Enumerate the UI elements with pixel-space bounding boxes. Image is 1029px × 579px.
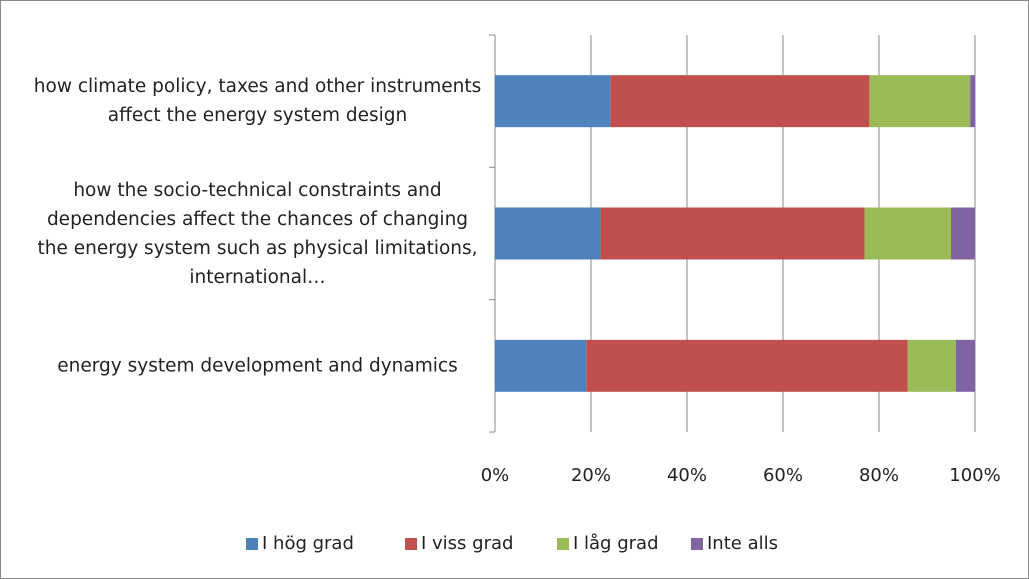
bar-segment <box>610 75 870 128</box>
bar-segment <box>495 207 601 260</box>
legend-swatch <box>405 538 417 550</box>
bar-segment <box>970 75 975 128</box>
y-tick-label: how climate policy, taxes and other inst… <box>33 76 482 127</box>
legend-swatch <box>246 538 258 550</box>
legend-swatch <box>557 538 569 550</box>
legend-label: I låg grad <box>573 533 659 554</box>
legend-label: I viss grad <box>421 533 513 554</box>
bar-segment <box>495 75 611 128</box>
bar-segment <box>864 207 951 260</box>
x-tick-label: 100% <box>949 465 1000 486</box>
legend-label: Inte alls <box>707 533 778 554</box>
bar-segment <box>600 207 865 260</box>
y-tick-label: energy system development and dynamics <box>57 355 458 377</box>
x-tick-label: 20% <box>571 465 611 486</box>
x-tick-label: 40% <box>667 465 707 486</box>
bar-segment <box>586 339 908 392</box>
x-tick-label: 60% <box>763 465 803 486</box>
bar-segment <box>869 75 971 128</box>
x-tick-label: 0% <box>481 465 510 486</box>
y-tick-label: how the socio-technical constraints and … <box>37 179 478 288</box>
bar-segment <box>955 339 975 392</box>
x-tick-label: 80% <box>859 465 899 486</box>
legend-label: I hög grad <box>262 533 354 554</box>
bar-segment <box>495 339 587 392</box>
bar-segment <box>907 339 956 392</box>
legend-swatch <box>691 538 703 550</box>
bar-segment <box>951 207 975 260</box>
